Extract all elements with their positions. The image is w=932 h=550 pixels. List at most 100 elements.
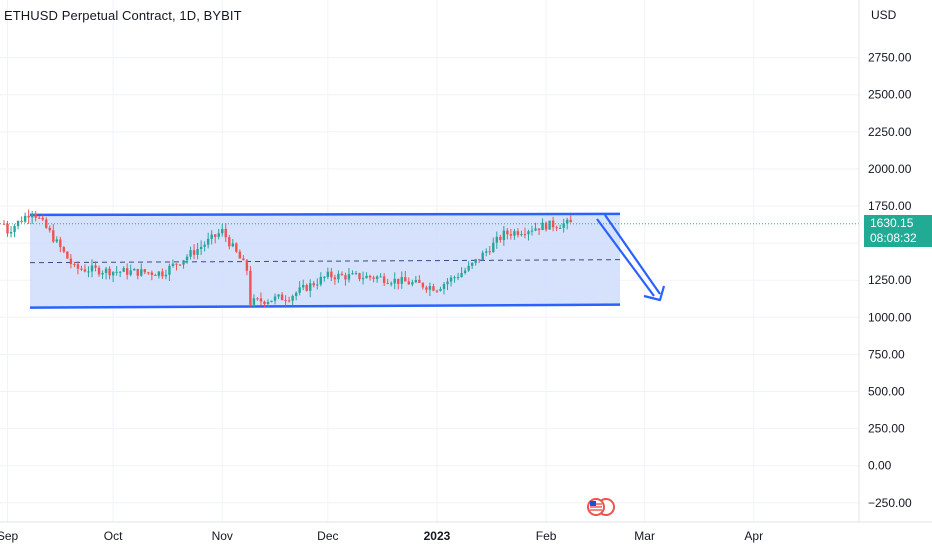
last-price-badge: 1630.15 08:08:32: [864, 215, 932, 247]
candle-body: [323, 276, 326, 278]
candle-body: [80, 268, 83, 270]
price-tick-label: 2500.00: [868, 88, 912, 102]
candle-body: [150, 272, 154, 275]
price-tick-label: 0.00: [868, 459, 892, 473]
bar-countdown: 08:08:32: [870, 231, 917, 245]
candle-body: [245, 260, 249, 271]
candle-body: [206, 238, 210, 245]
candle-body: [242, 258, 245, 261]
candle-body: [118, 271, 122, 273]
candle-body: [534, 228, 537, 231]
candle-body: [453, 277, 456, 279]
candle-body: [523, 234, 527, 236]
candle-body: [432, 286, 435, 291]
candle-body: [221, 228, 224, 234]
candle-body: [298, 287, 301, 293]
candle-body: [34, 213, 37, 218]
candle-body: [30, 213, 34, 218]
channel-upper-line: [29, 212, 621, 217]
economic-event-marker[interactable]: [587, 498, 615, 516]
candle-body: [558, 227, 562, 229]
arrow-drawing[interactable]: [596, 214, 666, 302]
candle-body: [470, 262, 474, 266]
candle-body: [302, 284, 305, 288]
candle-body: [73, 264, 76, 266]
candle-body: [270, 300, 273, 302]
candle-body: [544, 222, 548, 230]
candle-body: [235, 243, 238, 252]
candle-body: [566, 219, 569, 224]
last-price-value: 1630.15: [870, 216, 914, 230]
candle-body: [439, 288, 442, 291]
candle-body: [492, 242, 495, 253]
candle-body: [446, 281, 449, 285]
time-tick-label: Oct: [104, 529, 123, 543]
candle-body: [316, 284, 319, 286]
candle-body: [16, 220, 20, 227]
candle-body: [175, 263, 178, 265]
candle-body: [506, 230, 509, 235]
time-axis[interactable]: Sep Oct Nov Dec 2023 Feb Mar Apr: [0, 529, 763, 543]
candle-body: [238, 251, 242, 259]
candle-body: [210, 234, 213, 239]
time-tick-label: Nov: [212, 529, 233, 543]
candle-body: [27, 215, 30, 218]
candle-body: [435, 290, 439, 292]
price-axis[interactable]: 2750.00 2500.00 2250.00 2000.00 1750.00 1250.…: [868, 51, 912, 510]
candle-body: [129, 270, 132, 275]
candle-body: [143, 269, 146, 273]
candle-body: [495, 236, 498, 243]
candle-body: [249, 270, 252, 305]
candle-body: [171, 263, 175, 266]
candle-body: [168, 265, 171, 275]
candle-body: [411, 282, 414, 285]
candle-body: [294, 292, 298, 297]
candle-body: [358, 273, 361, 279]
candle-body: [192, 250, 196, 255]
candle-body: [111, 271, 115, 276]
candle-body: [23, 215, 27, 222]
candle-body: [20, 220, 23, 222]
candle-body: [502, 230, 506, 241]
candle-body: [9, 232, 13, 234]
candlestick-series: [2, 209, 572, 308]
channel-lower-line: [29, 303, 621, 309]
candle-body: [456, 276, 460, 278]
price-tick-label: 750.00: [868, 347, 905, 361]
price-tick-label: 2250.00: [868, 125, 912, 139]
candle-body: [481, 252, 484, 261]
candle-body: [280, 294, 284, 301]
time-tick-label: Dec: [317, 529, 338, 543]
candle-body: [252, 298, 256, 305]
candle-body: [555, 227, 558, 229]
candle-body: [122, 268, 125, 272]
candle-body: [6, 223, 9, 234]
price-tick-label: 2000.00: [868, 162, 912, 176]
candle-body: [291, 296, 294, 301]
candle-body: [499, 236, 502, 241]
channel-drawing[interactable]: [0, 212, 859, 309]
candle-body: [344, 275, 347, 280]
candle-body: [147, 272, 150, 274]
candle-body: [474, 259, 477, 263]
candle-body: [393, 278, 396, 284]
candle-body: [569, 219, 572, 223]
candle-body: [551, 220, 555, 228]
price-tick-label: 250.00: [868, 422, 905, 436]
candle-body: [59, 239, 62, 248]
candle-body: [263, 301, 266, 304]
time-tick-label: 2023: [424, 529, 451, 543]
price-axis-unit[interactable]: USD: [871, 8, 897, 22]
candle-body: [375, 276, 379, 279]
candle-body: [305, 284, 308, 291]
candle-body: [115, 271, 118, 273]
channel-fill: [30, 213, 620, 308]
candle-body: [273, 296, 277, 301]
candle-body: [319, 276, 322, 285]
candle-body: [354, 273, 358, 275]
candle-body: [126, 268, 129, 275]
candle-body: [87, 271, 90, 273]
candle-body: [442, 284, 446, 289]
candle-body: [361, 278, 365, 280]
